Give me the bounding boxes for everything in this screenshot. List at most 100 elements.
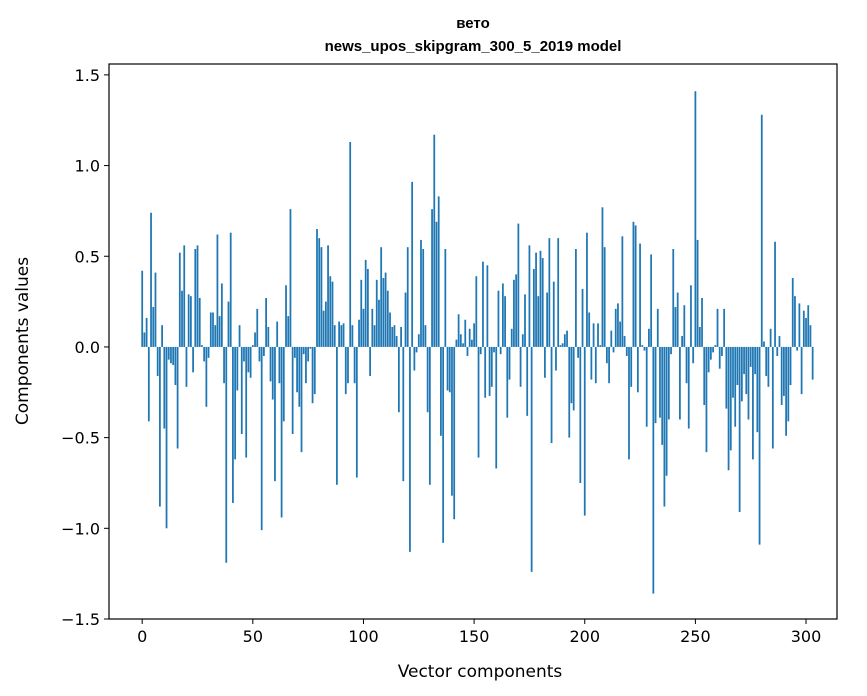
bar	[360, 279, 363, 347]
bar	[532, 268, 535, 347]
bar	[727, 346, 730, 471]
bar	[181, 290, 183, 347]
bar	[703, 346, 706, 405]
bar	[654, 346, 657, 424]
bar	[318, 238, 321, 347]
plot-frame	[108, 63, 838, 620]
bar	[382, 278, 385, 347]
bar	[380, 247, 383, 347]
bar	[508, 346, 511, 380]
bar	[546, 292, 549, 347]
bar	[243, 346, 245, 362]
bar	[544, 346, 546, 378]
bar	[218, 316, 221, 347]
bar	[327, 245, 329, 347]
bar	[473, 323, 475, 347]
bar	[583, 346, 586, 516]
bar	[484, 346, 487, 398]
bar	[154, 272, 157, 347]
bar	[411, 181, 414, 347]
bar	[406, 247, 409, 347]
bar	[298, 346, 301, 407]
bar	[178, 252, 181, 347]
x-tick-label: 200	[569, 627, 600, 646]
bar	[455, 339, 458, 347]
x-tick-label: 250	[680, 627, 711, 646]
bar	[501, 283, 504, 347]
bar	[378, 299, 380, 347]
bar	[234, 346, 237, 460]
y-tick-label: −0.5	[61, 429, 100, 448]
bar	[256, 308, 259, 347]
bar	[355, 346, 358, 478]
bar	[444, 249, 447, 347]
y-axis-ticks: −1.5 −1.0 −0.5 0.0 0.5 1.0 1.5	[61, 66, 109, 629]
bar	[552, 281, 555, 347]
bar	[495, 346, 498, 469]
bar	[758, 346, 761, 545]
bar	[147, 346, 150, 422]
bar	[643, 346, 646, 351]
bar	[785, 346, 787, 436]
bar	[442, 346, 445, 543]
bar	[672, 249, 675, 347]
bar	[198, 297, 201, 347]
bar	[557, 238, 560, 347]
bar	[289, 209, 292, 347]
bar	[223, 346, 225, 384]
bar	[705, 346, 708, 453]
bar	[267, 326, 270, 347]
bar	[156, 346, 159, 376]
bar	[338, 321, 341, 347]
bar	[519, 346, 522, 387]
bar	[225, 346, 228, 563]
bar	[548, 238, 551, 347]
bar	[639, 243, 641, 347]
bar	[375, 279, 378, 347]
bar	[712, 346, 714, 353]
bar	[446, 346, 449, 391]
bar	[143, 332, 146, 347]
bar	[329, 276, 332, 347]
bar	[249, 346, 252, 378]
bar	[342, 323, 345, 347]
bar	[336, 346, 338, 485]
bar	[373, 325, 376, 347]
bar	[305, 346, 307, 384]
bar	[269, 346, 272, 382]
bar	[723, 308, 726, 347]
bar	[311, 346, 314, 404]
bar	[238, 325, 241, 347]
bar	[440, 346, 442, 436]
bar	[183, 245, 186, 347]
bar	[415, 346, 418, 353]
bar	[800, 346, 803, 395]
bar	[774, 241, 776, 347]
bar	[287, 316, 290, 347]
bar	[599, 345, 602, 347]
bar	[479, 346, 482, 355]
x-axis-ticks: 0 50 100 150 200 250 300	[137, 619, 821, 646]
bar	[541, 258, 544, 347]
bar	[528, 245, 531, 347]
bar	[397, 346, 400, 413]
bar	[468, 328, 471, 347]
bar-series	[141, 91, 814, 594]
bar	[579, 346, 582, 483]
bar	[652, 346, 655, 594]
bar	[371, 308, 374, 347]
bar	[167, 346, 170, 360]
bar	[718, 346, 721, 369]
bar	[453, 346, 456, 520]
bar	[698, 326, 701, 347]
x-axis-label: Vector components	[398, 662, 563, 682]
bar	[400, 326, 402, 347]
bar	[690, 285, 692, 347]
bar	[209, 312, 212, 347]
bar	[214, 325, 217, 347]
bar	[701, 297, 703, 347]
y-tick-label: −1.5	[61, 610, 100, 629]
bar	[811, 346, 814, 380]
bar	[413, 346, 416, 371]
bar	[641, 345, 644, 347]
